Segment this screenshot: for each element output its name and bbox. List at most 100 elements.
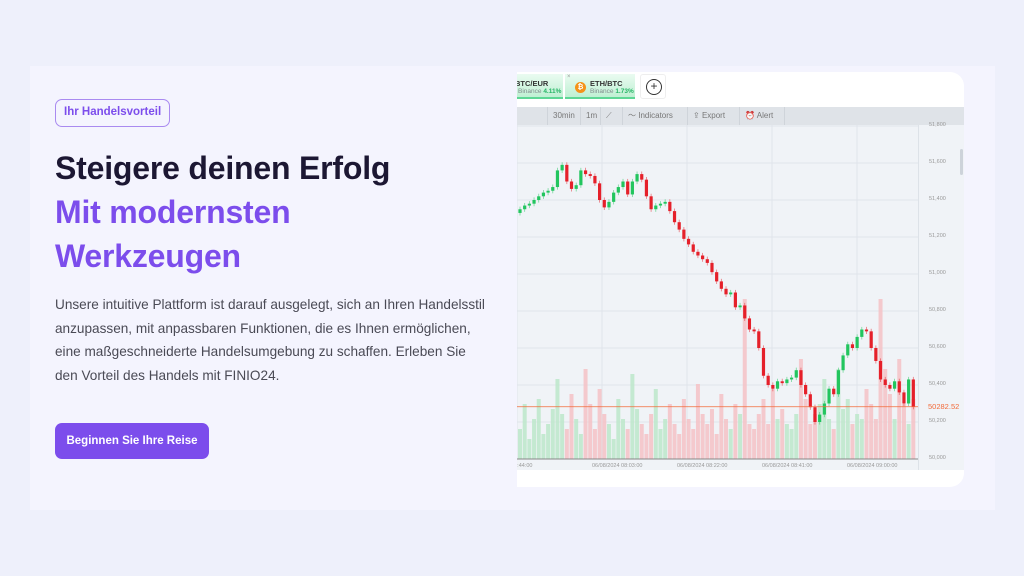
candle-body — [574, 185, 578, 189]
volume-bar — [644, 434, 649, 459]
y-tick-label: 50,800 — [929, 307, 946, 313]
volume-bar — [630, 374, 635, 459]
volume-bar — [780, 409, 785, 459]
volume-bar — [592, 429, 597, 459]
volume-bar — [756, 414, 761, 459]
candle-body — [696, 251, 700, 256]
line-chart-icon[interactable]: ⟋ — [600, 107, 617, 125]
start-journey-button[interactable]: Beginnen Sie Ihre Reise — [55, 423, 209, 459]
candle-body — [888, 385, 892, 389]
description-line: den Vorteil des Handels mit FINIO24. — [55, 367, 280, 383]
volume-bar — [747, 424, 752, 459]
candle-body — [710, 262, 714, 273]
hero-description: Unsere intuitive Plattform ist darauf au… — [55, 293, 485, 387]
volume-bar — [560, 414, 565, 459]
volume-bar — [695, 384, 700, 459]
add-tab-button[interactable]: + — [640, 74, 666, 99]
volume-bar — [803, 399, 808, 459]
volume-bar — [602, 414, 607, 459]
candle-body — [686, 238, 691, 245]
tab-change: 1.73% — [615, 88, 634, 95]
description-line: eine maßgeschneiderte Handelsumgebung zu… — [55, 344, 466, 359]
volume-bar — [606, 424, 611, 459]
candle-body — [841, 355, 845, 371]
candle-body — [649, 196, 653, 210]
candle-body — [902, 392, 906, 404]
y-tick-label: 50,200 — [929, 418, 946, 424]
candle-body — [560, 164, 564, 171]
chart-toolbar: 30min 1m ⟋ 〜 Indicators ⇪ Export ⏰ Alert — [517, 107, 964, 125]
candle-body — [864, 329, 869, 332]
candle-body — [907, 379, 911, 404]
volume-bar — [784, 424, 789, 459]
candle-body — [668, 201, 672, 212]
indicators-button[interactable]: 〜 Indicators — [622, 107, 678, 125]
candle-body — [775, 381, 780, 389]
candle-body — [682, 229, 686, 239]
scrollbar[interactable] — [960, 149, 963, 175]
tab-eth-btc[interactable]: × ₿ ETH/BTC Binance 1.73% — [565, 74, 635, 99]
x-tick-label: 06/08/2024 09:00:00 — [847, 463, 898, 469]
candle-body — [743, 305, 747, 319]
interval-button[interactable]: 30min — [547, 107, 580, 125]
candle-body — [612, 192, 616, 202]
candle-body — [860, 329, 864, 337]
close-tab-icon[interactable]: × — [567, 74, 571, 80]
tab-pair: ETH/BTC — [590, 79, 623, 88]
candle-body — [804, 385, 808, 395]
volume-bar — [597, 389, 602, 459]
page-title: Steigere deinen Erfolg Mit modernsten We… — [55, 146, 390, 278]
range-button[interactable]: 1m — [580, 107, 602, 125]
export-button[interactable]: ⇪ Export — [687, 107, 730, 125]
volume-bar — [770, 389, 775, 459]
y-tick-label: 51,400 — [929, 196, 946, 202]
candle-body — [654, 205, 658, 210]
description-line: anzupassen, mit anpassbaren Funktionen, … — [55, 320, 471, 336]
volume-bar — [677, 434, 682, 459]
section-badge: Ihr Handelsvorteil — [55, 99, 171, 127]
candle-body — [518, 209, 522, 213]
volume-bar — [733, 404, 738, 459]
volume-bar — [911, 399, 916, 459]
candle-body — [822, 403, 826, 415]
volume-bar — [681, 399, 686, 459]
toolbar-divider — [784, 107, 795, 125]
candle-body — [658, 203, 663, 206]
volume-bar — [667, 404, 672, 459]
volume-bar — [892, 419, 897, 459]
candle-body — [555, 170, 560, 188]
y-tick-label: 51,800 — [929, 122, 946, 128]
volume-bar — [522, 404, 527, 459]
volume-bar — [649, 414, 654, 459]
candle-body — [616, 187, 620, 193]
candle-body — [593, 175, 597, 184]
candle-body — [719, 281, 723, 289]
candle-body — [747, 318, 752, 330]
candle-body — [883, 379, 887, 385]
candle-body — [818, 414, 822, 422]
y-tick-label: 51,200 — [929, 233, 946, 239]
candle-body — [832, 388, 836, 395]
description-line: Unsere intuitive Plattform ist darauf au… — [55, 297, 485, 312]
volume-bar — [569, 394, 574, 459]
volume-bar — [709, 409, 714, 459]
volume-bar — [639, 424, 644, 459]
candle-body — [911, 379, 915, 407]
volume-bar — [808, 424, 813, 459]
volume-bar — [536, 399, 541, 459]
x-tick-label: 06/08/2024 08:22:00 — [677, 463, 728, 469]
tab-exchange-name: Binance — [590, 88, 614, 95]
volume-bar — [883, 369, 888, 459]
volume-bar — [700, 414, 705, 459]
candle-body — [808, 394, 812, 408]
candle-body — [546, 190, 550, 193]
volume-bar — [663, 419, 668, 459]
candle-body — [789, 377, 794, 380]
candle-body — [527, 203, 531, 206]
candle-body — [729, 292, 733, 295]
volume-bar — [817, 404, 822, 459]
volume-bar — [574, 419, 579, 459]
alert-button[interactable]: ⏰ Alert — [739, 107, 778, 125]
volume-bar — [611, 439, 616, 459]
tab-btc-eur[interactable]: BTC/EUR Binance 4.11% — [517, 74, 563, 99]
